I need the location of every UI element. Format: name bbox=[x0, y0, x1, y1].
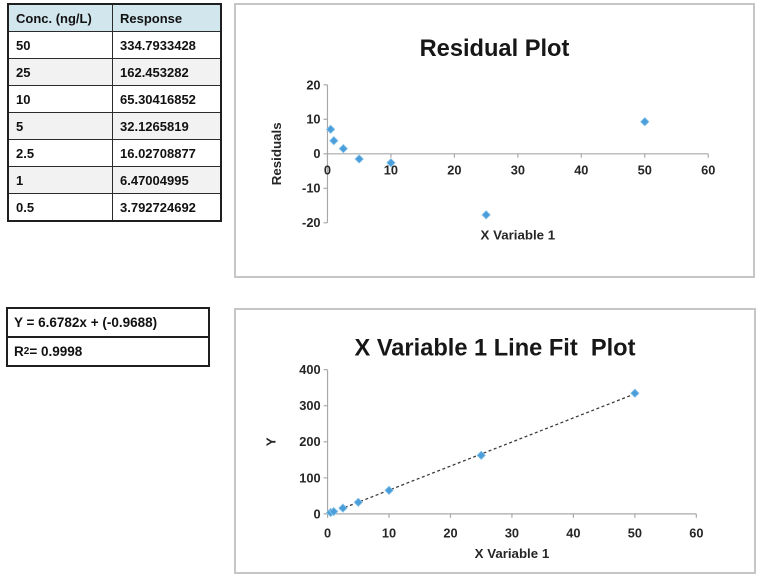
data-point[interactable] bbox=[481, 210, 491, 220]
data-point[interactable] bbox=[386, 158, 396, 168]
table-row: 0.5 3.792724692 bbox=[7, 193, 222, 222]
table-row: 1 6.47004995 bbox=[7, 166, 222, 194]
x-tick-label: 60 bbox=[689, 526, 703, 541]
line-fit-plot-svg: X Variable 1 Line Fit Plot 0 100 200 300 400 0… bbox=[263, 335, 703, 561]
conc-cell[interactable]: 25 bbox=[7, 58, 113, 86]
y-tick-label: 0 bbox=[314, 506, 321, 521]
table-row: 10 65.30416852 bbox=[7, 85, 222, 113]
y-tick-label: 20 bbox=[306, 77, 320, 92]
table-row: 25 162.453282 bbox=[7, 58, 222, 86]
data-point[interactable] bbox=[338, 503, 348, 513]
x-tick-label: 50 bbox=[638, 162, 652, 177]
conc-cell[interactable]: 2.5 bbox=[7, 139, 113, 167]
chart-title: Residual Plot bbox=[420, 36, 570, 62]
y-tick-label: 100 bbox=[299, 470, 320, 485]
y-tick-label: 200 bbox=[299, 434, 320, 449]
y-tick-label: 0 bbox=[313, 146, 320, 161]
data-point[interactable] bbox=[354, 154, 364, 164]
x-tick-label: 50 bbox=[628, 526, 642, 541]
r-squared-value: = 0.9998 bbox=[29, 344, 83, 359]
response-cell[interactable]: 162.453282 bbox=[112, 58, 222, 86]
y-tick-label: 400 bbox=[299, 362, 320, 377]
y-tick-label: -10 bbox=[302, 181, 321, 196]
data-point[interactable] bbox=[476, 450, 486, 461]
data-point[interactable] bbox=[630, 388, 640, 398]
x-tick-label: 20 bbox=[447, 162, 461, 177]
y-tick-label: -20 bbox=[302, 215, 321, 230]
response-cell[interactable]: 6.47004995 bbox=[112, 166, 222, 194]
x-tick-label: 0 bbox=[324, 526, 331, 541]
conc-cell[interactable]: 50 bbox=[7, 31, 113, 59]
regression-equation[interactable]: Y = 6.6782x + (-0.9688) bbox=[8, 309, 208, 336]
x-tick-label: 40 bbox=[566, 526, 580, 541]
line-fit-plot-chart[interactable]: X Variable 1 Line Fit Plot 0 100 200 300 400 0… bbox=[234, 308, 756, 574]
y-tick-label: 300 bbox=[299, 398, 320, 413]
data-point[interactable] bbox=[640, 117, 650, 127]
x-tick-label: 40 bbox=[574, 162, 588, 177]
data-point[interactable] bbox=[329, 136, 339, 146]
x-axis-title: X Variable 1 bbox=[481, 228, 556, 243]
data-point[interactable] bbox=[325, 124, 336, 135]
response-cell[interactable]: 32.1265819 bbox=[112, 112, 222, 140]
response-cell[interactable]: 65.30416852 bbox=[112, 85, 222, 113]
table-row: 2.5 16.02708877 bbox=[7, 139, 222, 167]
r-squared-base: R bbox=[14, 344, 24, 359]
table-header-conc[interactable]: Conc. (ng/L) bbox=[7, 3, 113, 32]
y-axis-title: Y bbox=[263, 437, 278, 446]
calibration-table: Conc. (ng/L) Response 50 334.7933428 25 162… bbox=[7, 3, 222, 222]
x-tick-label: 20 bbox=[443, 526, 457, 541]
x-tick-label: 60 bbox=[701, 162, 715, 177]
data-point[interactable] bbox=[338, 143, 349, 154]
conc-cell[interactable]: 1 bbox=[7, 166, 113, 194]
data-point[interactable] bbox=[353, 497, 363, 508]
equation-text: Y = 6.6782x + (-0.9688) bbox=[14, 315, 158, 330]
response-cell[interactable]: 3.792724692 bbox=[112, 193, 222, 222]
x-tick-label: 30 bbox=[511, 162, 525, 177]
conc-cell[interactable]: 0.5 bbox=[7, 193, 113, 222]
table-row: 5 32.1265819 bbox=[7, 112, 222, 140]
x-tick-label: 10 bbox=[382, 526, 396, 541]
data-point[interactable] bbox=[329, 506, 339, 517]
table-row: 50 334.7933428 bbox=[7, 31, 222, 59]
response-cell[interactable]: 16.02708877 bbox=[112, 139, 222, 167]
x-axis-title: X Variable 1 bbox=[475, 546, 550, 561]
table-header-row: Conc. (ng/L) Response bbox=[7, 3, 222, 32]
y-axis-title: Residuals bbox=[269, 122, 284, 185]
conc-cell[interactable]: 10 bbox=[7, 85, 113, 113]
x-tick-label: 30 bbox=[505, 526, 519, 541]
table-header-response[interactable]: Response bbox=[112, 3, 222, 32]
x-tick-label: 0 bbox=[324, 162, 331, 177]
response-cell[interactable]: 334.7933428 bbox=[112, 31, 222, 59]
chart-title: X Variable 1 Line Fit Plot bbox=[355, 335, 636, 361]
x-tick-label: 10 bbox=[384, 162, 398, 177]
residual-plot-chart[interactable]: Residual Plot -20 -10 0 10 20 0 10 20 30 40 50 60 X V… bbox=[234, 3, 755, 278]
data-point[interactable] bbox=[384, 485, 394, 496]
y-tick-label: 10 bbox=[306, 112, 320, 127]
conc-cell[interactable]: 5 bbox=[7, 112, 113, 140]
